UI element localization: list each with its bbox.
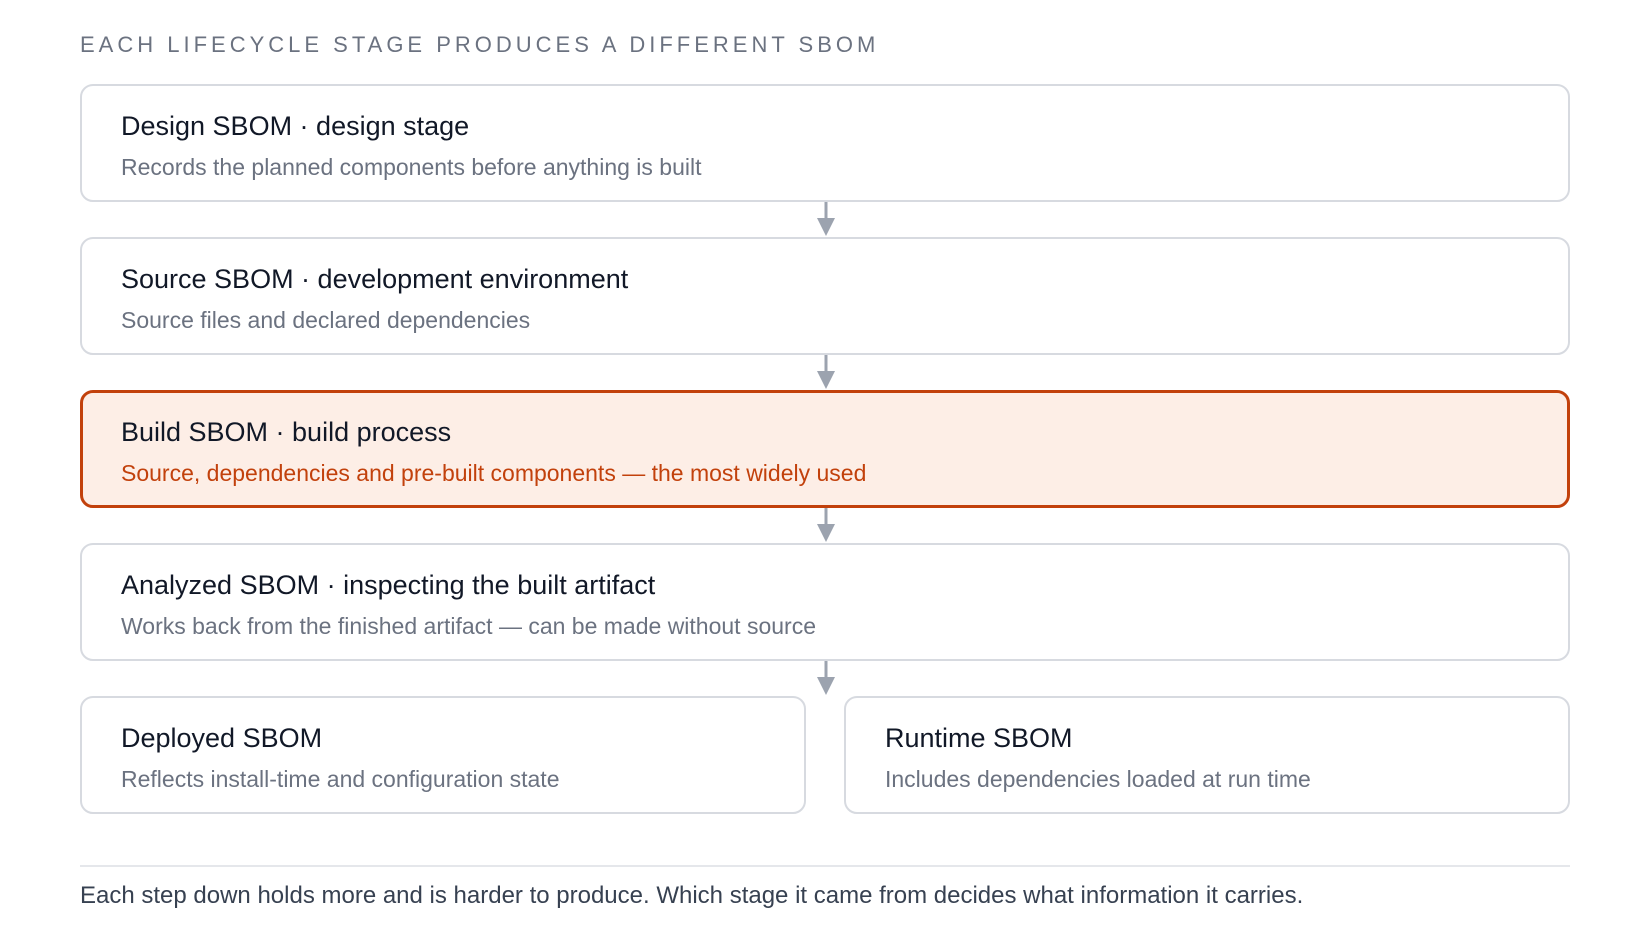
arrow-down-icon [817,355,835,389]
stage-card-runtime: Runtime SBOM Includes dependencies loade… [844,696,1570,814]
stage-card-build: Build SBOM · build process Source, depen… [80,390,1570,508]
stage-title: Build SBOM · build process [121,417,452,447]
footnote: Each step down holds more and is harder … [80,882,1304,909]
stage-description: Works back from the finished artifact — … [121,613,816,639]
stage-title: Source SBOM · development environment [121,264,629,294]
stage-title: Runtime SBOM [885,723,1073,753]
arrow-down-icon [817,508,835,542]
stage-title: Design SBOM · design stage [121,111,470,141]
arrow-down-icon [817,202,835,236]
stage-description: Records the planned components before an… [121,154,702,180]
divider [80,865,1570,867]
arrow-down-icon [817,661,835,695]
stage-card-source: Source SBOM · development environment So… [80,237,1570,355]
diagram-heading: EACH LIFECYCLE STAGE PRODUCES A DIFFEREN… [80,32,880,57]
stage-description: Reflects install-time and configuration … [121,766,560,792]
stage-description: Includes dependencies loaded at run time [885,766,1311,792]
stage-card-design: Design SBOM · design stage Records the p… [80,84,1570,202]
stage-title: Analyzed SBOM · inspecting the built art… [121,570,656,600]
stage-description: Source files and declared dependencies [121,307,531,333]
stage-title: Deployed SBOM [121,723,323,753]
stage-card-deployed: Deployed SBOM Reflects install-time and … [80,696,806,814]
stage-description: Source, dependencies and pre-built compo… [121,460,867,486]
stage-card-analyzed: Analyzed SBOM · inspecting the built art… [80,543,1570,661]
